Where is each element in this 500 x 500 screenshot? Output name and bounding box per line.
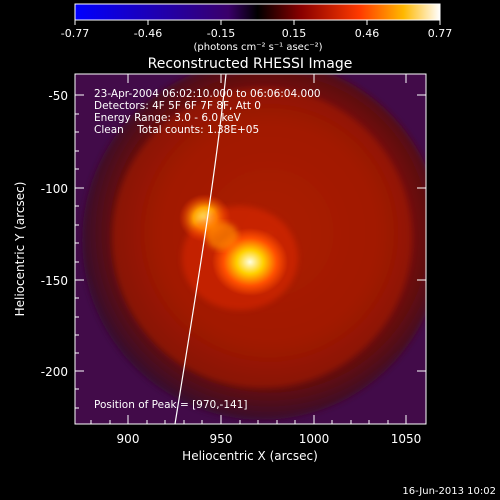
info-detectors: Detectors: 4F 5F 6F 7F 8F, Att 0 [94,100,261,112]
info-energy: Energy Range: 3.0 - 6.0 keV [94,112,242,124]
colorbar-unit-label: (photons cm⁻² s⁻¹ asec⁻²) [193,42,322,53]
info-clean: Clean Total counts: 1.38E+05 [94,124,259,136]
colorbar-tick-label: 0.46 [355,27,380,40]
colorbar-tick-label: -0.77 [61,27,89,40]
x-tick-label: 1050 [391,432,422,446]
colorbar-ticks [75,20,440,25]
colorbar-tick-label: 0.77 [428,27,453,40]
colorbar [75,4,440,20]
colorbar-tick-label: -0.15 [207,27,235,40]
x-tick-label: 1000 [299,432,330,446]
colorbar-tick-label: -0.46 [134,27,162,40]
y-axis-label: Heliocentric Y (arcsec) [13,182,27,317]
y-tick-label: -200 [41,365,68,379]
plot-title: Reconstructed RHESSI Image [148,56,353,72]
footer-timestamp: 16-Jun-2013 10:02 [402,486,496,497]
x-tick-label: 900 [117,432,140,446]
info-time: 23-Apr-2004 06:02:10.000 to 06:06:04.000 [94,88,321,100]
x-tick-label: 950 [210,432,233,446]
x-axis-label: Heliocentric X (arcsec) [182,449,318,463]
y-tick-label: -50 [48,89,68,103]
y-tick-label: -100 [41,182,68,196]
info-peak: Position of Peak = [970,-141] [94,399,248,411]
y-tick-label: -150 [41,274,68,288]
colorbar-tick-label: 0.15 [282,27,307,40]
